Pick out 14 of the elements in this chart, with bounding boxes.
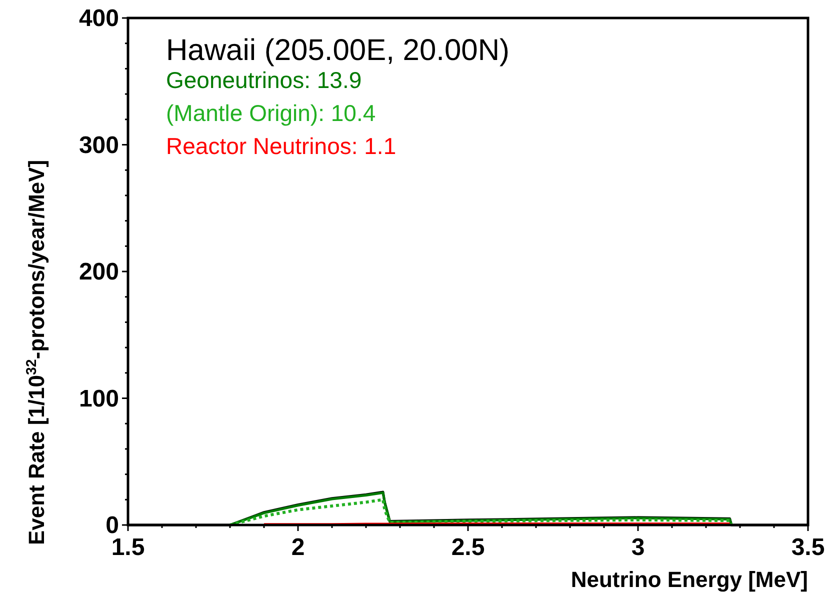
y-tick-label: 100	[78, 385, 119, 412]
text: Geoneutrinos: 13.9	[166, 67, 362, 93]
text: Reactor Neutrinos: 1.1	[166, 133, 396, 159]
text: Hawaii (205.00E, 20.00N)	[166, 34, 510, 67]
x-tick-label: 2	[291, 534, 305, 561]
x-axis-title: Neutrino Energy [MeV]	[570, 567, 808, 592]
x-tick-label: 2.5	[451, 534, 485, 561]
x-tick-label: 3.5	[791, 534, 825, 561]
line-series	[228, 498, 733, 526]
y-tick-label: 300	[78, 132, 119, 159]
y-tick-label: 200	[78, 258, 119, 286]
x-tick-label: 3	[631, 534, 645, 561]
text: (Mantle Origin): 10.4	[166, 100, 376, 126]
y-tick-label: 400	[78, 5, 119, 32]
